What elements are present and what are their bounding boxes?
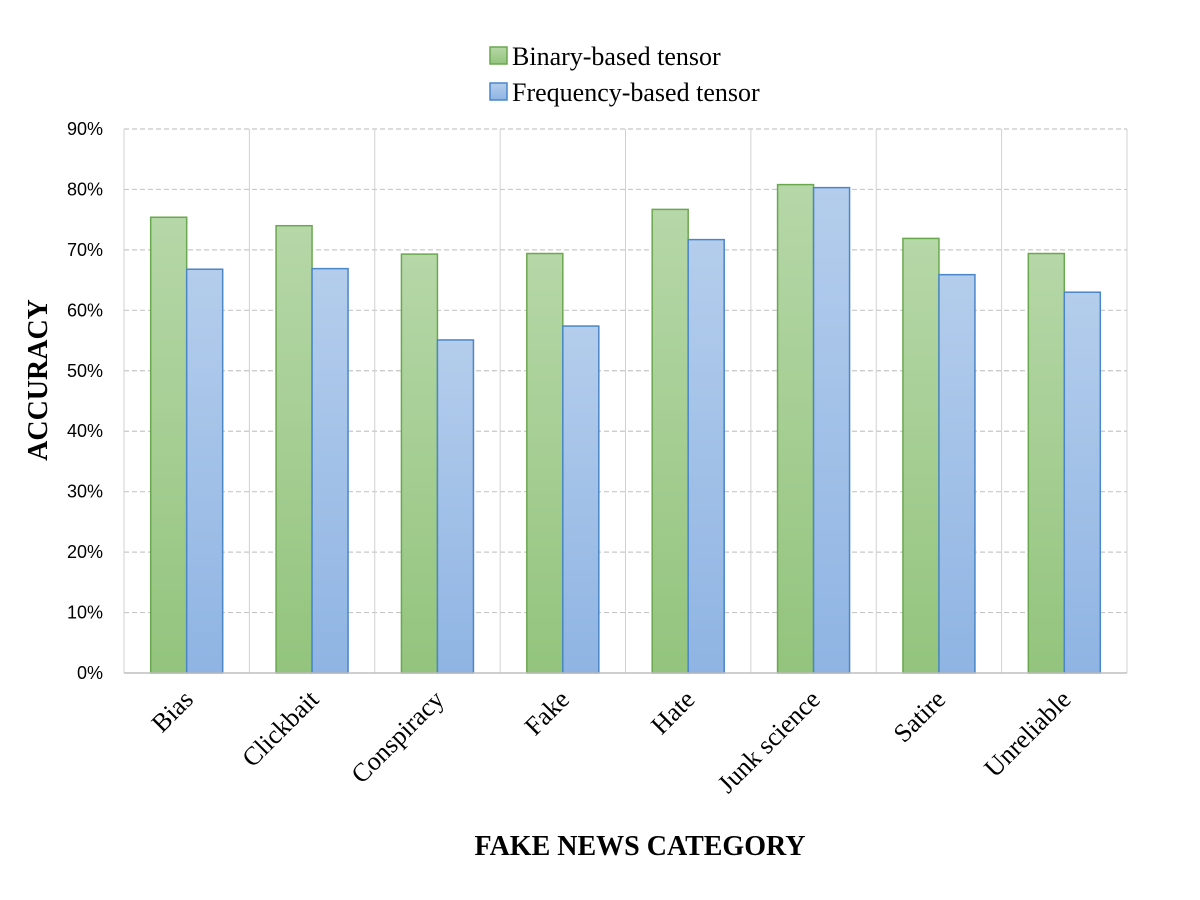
- x-tick-label: Hate: [645, 685, 700, 740]
- y-tick-label: 10%: [67, 603, 103, 623]
- bars-layer: [149, 183, 1102, 674]
- bar-binary-conspiracy: [400, 253, 439, 674]
- bar-binary-clickbait: [275, 224, 313, 674]
- x-tick-label: Bias: [146, 685, 199, 738]
- bar-binary-unreliable: [1027, 252, 1066, 674]
- bar-binary-junk-science: [776, 183, 815, 674]
- y-tick-label: 70%: [67, 240, 103, 260]
- y-tick-label: 80%: [67, 179, 103, 199]
- y-tick-label: 50%: [67, 361, 103, 381]
- legend: Binary-based tensor Frequency-based tenso…: [489, 42, 760, 107]
- bar-frequency-hate: [687, 238, 725, 674]
- bar-frequency-fake: [562, 325, 600, 674]
- legend-swatch: [489, 82, 508, 101]
- x-tick-label: Clickbait: [236, 684, 324, 772]
- y-tick-label: 20%: [67, 542, 103, 562]
- y-tick-label: 90%: [67, 119, 103, 139]
- bar-frequency-junk-science: [812, 186, 851, 674]
- bar-binary-fake: [526, 252, 564, 674]
- x-tick-label: Satire: [888, 685, 951, 748]
- bar-frequency-unreliable: [1063, 291, 1102, 674]
- y-tick-label: 0%: [77, 663, 103, 683]
- x-axis-title: FAKE NEWS CATEGORY: [475, 831, 806, 862]
- y-tick-label: 60%: [67, 300, 103, 320]
- legend-swatch: [489, 46, 508, 65]
- x-tick-label: Fake: [519, 685, 575, 741]
- x-tick-label: Junk science: [712, 685, 826, 799]
- grid-layer: [123, 128, 1128, 673]
- bar-frequency-satire: [938, 273, 976, 674]
- legend-label: Frequency-based tensor: [512, 78, 760, 107]
- bar-binary-bias: [149, 216, 188, 674]
- y-tick-label: 30%: [67, 482, 103, 502]
- x-tick-label: Conspiracy: [345, 685, 449, 789]
- bar-binary-satire: [902, 237, 940, 674]
- bar-binary-hate: [651, 208, 689, 674]
- bar-frequency-conspiracy: [436, 339, 475, 674]
- y-axis-title: ACCURACY: [23, 299, 54, 461]
- y-tick-label: 40%: [67, 421, 103, 441]
- legend-label: Binary-based tensor: [512, 42, 721, 71]
- bar-frequency-bias: [185, 268, 224, 674]
- x-tick-label: Unreliable: [978, 685, 1076, 783]
- bar-frequency-clickbait: [311, 267, 349, 674]
